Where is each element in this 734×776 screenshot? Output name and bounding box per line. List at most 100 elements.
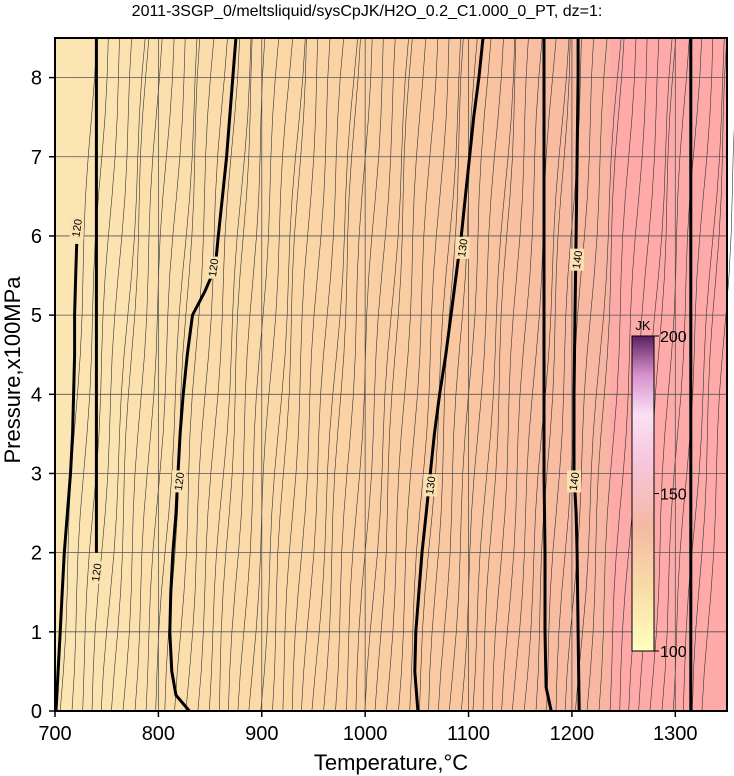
minor-contour-line [219,37,253,712]
contour-line-120 [168,37,238,712]
minor-contour-line [701,127,734,712]
contour-label-bg [172,470,187,493]
minor-contour-line [428,37,464,712]
minor-contour-line [100,37,146,712]
plot-background [55,38,727,711]
contour-label: 140 [571,250,585,270]
y-tick-label: 4 [31,384,42,406]
contour-line-130 [413,37,485,712]
minor-contour-line [575,37,622,712]
x-tick-label: 1300 [653,723,698,745]
y-tick-label: 7 [31,147,42,169]
minor-contour-line [398,37,439,712]
contour-line-140 [572,38,581,712]
minor-contour-line [134,37,175,712]
minor-contour-line [59,37,98,712]
colorbar-tick-label: 150 [660,487,687,504]
contour-label: 120 [173,472,187,492]
minor-contour-line [492,37,529,712]
minor-contour-line [482,37,517,712]
minor-contour-line [355,37,396,712]
minor-contour-line [71,37,109,712]
plot-frame [54,37,728,712]
minor-contour-line [209,37,252,712]
contour-label-bg [69,217,84,240]
minor-contour-line [197,37,240,712]
contour-label: 140 [568,472,582,492]
minor-contour-line [449,37,492,712]
y-tick-label: 1 [31,622,42,644]
minor-contour-line [228,37,266,712]
minor-contour-line [323,37,361,712]
x-tick-label: 800 [142,723,175,745]
minor-contour-line [512,37,557,712]
y-tick-label: 0 [31,701,42,723]
minor-contour-line [185,37,228,712]
minor-contour-line [335,37,373,712]
minor-contour-line [248,37,293,712]
colorbar-gradient [631,335,655,652]
minor-contour-line [155,37,198,712]
x-axis-label: Temperature,°C [314,750,468,775]
minor-contour-line [291,37,331,712]
contour-labels: 120 120 120 120 130 130 140 140 [69,217,585,584]
contour-label-bg [570,248,585,271]
minor-contour-line [586,37,625,712]
minor-contour-line [174,37,215,712]
minor-contour-line [82,37,120,712]
y-tick-label: 3 [31,463,42,485]
minor-contour-line [683,37,725,712]
minor-contour-line [501,37,543,712]
minor-contour-line [260,37,306,712]
minor-contour-line [692,37,728,712]
y-tick-label: 6 [31,226,42,248]
minor-contour-line [409,37,450,712]
minor-contour-line [609,37,648,712]
minor-contour-line [673,37,714,712]
colorbar-tick-label: 100 [660,644,687,661]
minor-contour-line [145,37,186,712]
minor-contour-line [661,37,702,712]
minor-contour-line [386,37,427,712]
contour-label: 120 [70,218,84,238]
major-contours [54,37,693,712]
colorbar-unit: JK [635,318,651,333]
minor-contour-line [122,37,163,712]
contour-line-130 [542,38,553,712]
minor-contour-line [374,37,413,712]
contour-label-bg [89,561,104,584]
grid [54,38,727,712]
colorbar-ticks: 100 150 200 [654,329,687,661]
minor-contour-line [111,37,150,712]
colorbar-tick-label: 200 [660,329,687,346]
contour-label-bg [423,474,438,497]
minor-contour-line [237,37,280,712]
x-tick-label: 1100 [447,723,490,745]
minor-contour-line [564,37,608,712]
minor-contour-line [311,37,358,712]
y-axis-label: Pressure,x100MPa [0,276,25,464]
colorbar: JK 100 150 200 [631,318,687,661]
x-tick-label: 700 [38,723,71,745]
chart-title: 2011-3SGP_0/meltsliquid/sysCpJK/H2O_0.2_… [132,3,603,20]
contour-label-bg [455,236,470,259]
minor-contour-line [91,37,132,712]
x-axis-ticks: 700 800 900 1000 1100 1200 1300 [38,711,698,745]
minor-contour-line [535,37,571,712]
minor-contour-line [523,37,570,712]
minor-contour-line [364,37,409,712]
minor-contour-line [419,37,461,712]
minor-contour-line [472,37,516,712]
minor-contour-line [598,37,637,712]
minor-contour-line [301,37,344,712]
contour-label: 130 [424,476,438,496]
x-tick-label: 1000 [343,723,388,745]
y-tick-label: 2 [31,543,42,565]
contour-label-bg [206,256,221,279]
minor-contour-line [282,37,318,712]
y-tick-label: 5 [31,305,42,327]
contour-label: 120 [207,258,221,278]
contour-label: 120 [90,563,104,583]
minor-contour-line [649,37,690,712]
